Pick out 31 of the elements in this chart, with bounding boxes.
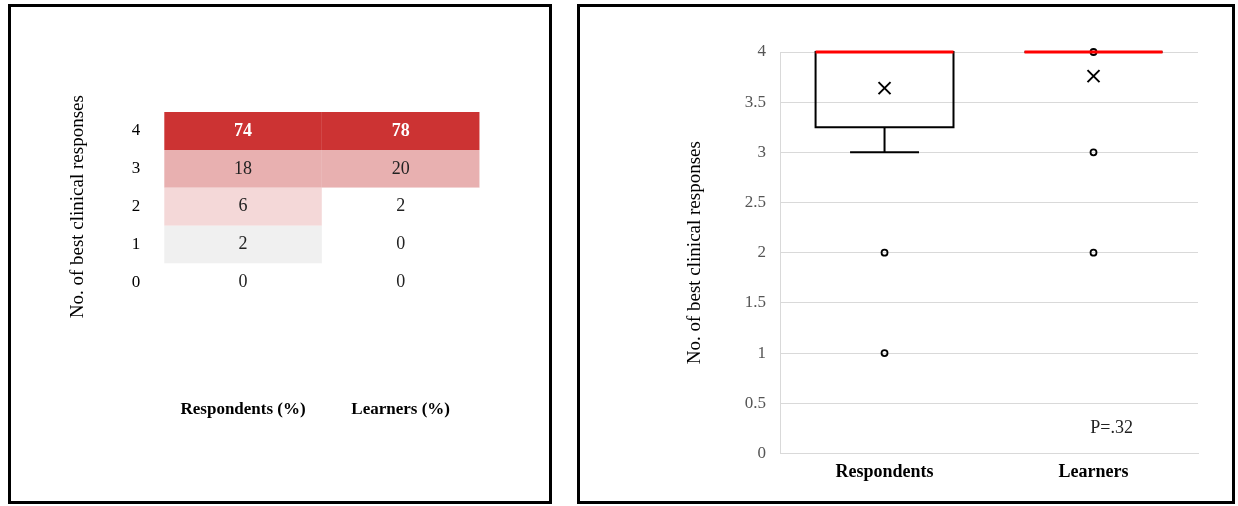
y-tick-label: 3 <box>757 141 767 161</box>
y-tick-label: 4 <box>757 41 767 61</box>
y-tick-label: 1 <box>757 342 767 362</box>
x-tick-label: Learners <box>1058 460 1129 481</box>
y-axis-title: No. of best clinical responses <box>683 141 705 365</box>
y-tick-label: 2.5 <box>744 191 767 211</box>
x-tick-label: Learners (%) <box>351 399 450 419</box>
data-label: 0 <box>396 271 406 292</box>
x-tick-label: Respondents (%) <box>180 399 306 419</box>
y-tick-label: 0 <box>757 442 767 462</box>
y-tick-label: 1.5 <box>744 292 767 312</box>
y-axis-title: No. of best clinical responses <box>66 95 88 319</box>
y-tick-label: 2 <box>757 242 767 262</box>
data-label: 78 <box>391 119 410 140</box>
data-label: 2 <box>396 195 406 216</box>
y-tick-label: 3.5 <box>744 91 767 111</box>
data-label: 18 <box>234 157 253 178</box>
y-tick-label: 2 <box>131 196 141 216</box>
data-label: 2 <box>238 233 248 254</box>
y-tick-label: 0 <box>131 272 141 292</box>
y-tick-label: 3 <box>131 158 141 178</box>
data-label: 0 <box>396 233 406 254</box>
data-label: 0 <box>238 271 248 292</box>
y-tick-label: 4 <box>131 120 141 140</box>
data-label: 6 <box>238 195 248 216</box>
y-tick-label: 1 <box>131 234 141 254</box>
data-label: 74 <box>234 119 253 140</box>
y-tick-label: 0.5 <box>744 392 767 412</box>
x-tick-label: Respondents <box>835 460 934 481</box>
annotation: P=.32 <box>1090 417 1133 438</box>
data-label: 20 <box>391 157 410 178</box>
